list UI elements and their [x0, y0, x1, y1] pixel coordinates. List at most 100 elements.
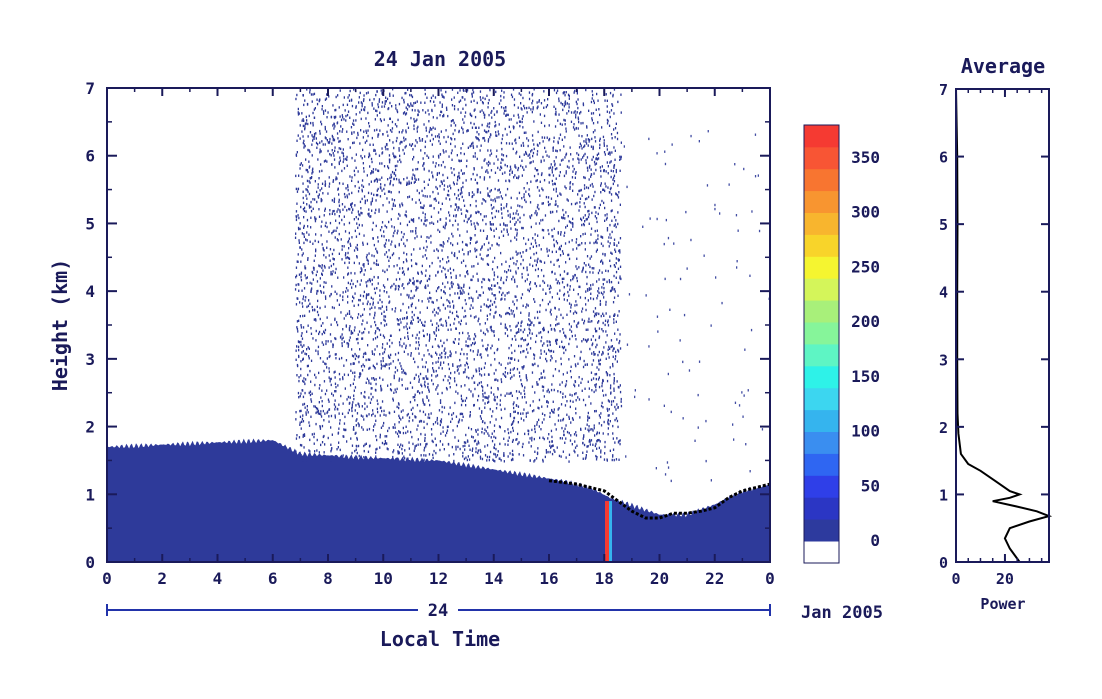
- scatter-cell: [355, 338, 358, 341]
- scatter-cell: [470, 296, 472, 299]
- scatter-cell: [374, 337, 377, 340]
- scatter-cell: [556, 242, 559, 245]
- scatter-cell: [609, 449, 611, 452]
- scatter-cell: [300, 360, 302, 363]
- scatter-cell: [383, 230, 385, 233]
- scatter-cell: [598, 336, 600, 340]
- scatter-cell: [575, 300, 577, 303]
- scatter-cell: [482, 258, 484, 261]
- scatter-cell: [312, 266, 315, 269]
- scatter-cell: [319, 384, 321, 387]
- scatter-cell: [318, 332, 320, 336]
- scatter-cell: [304, 274, 306, 277]
- scatter-cell: [570, 365, 572, 368]
- scatter-cell: [379, 376, 381, 380]
- scatter-cell: [474, 234, 476, 237]
- scatter-cell: [380, 89, 382, 92]
- scatter-cell: [305, 296, 307, 299]
- scatter-cell: [423, 204, 425, 207]
- scatter-cell: [391, 240, 393, 243]
- scatter-cell: [330, 443, 332, 446]
- scatter-cell: [572, 217, 574, 221]
- scatter-cell: [430, 234, 432, 238]
- scatter-cell: [367, 293, 369, 297]
- scatter-cell: [603, 142, 605, 145]
- scatter-cell: [399, 158, 401, 161]
- scatter-cell: [388, 107, 390, 110]
- scatter-cell: [548, 232, 550, 236]
- scatter-cell: [410, 408, 412, 411]
- scatter-cell: [573, 123, 575, 126]
- scatter-cell: [396, 264, 398, 267]
- scatter-cell: [349, 116, 351, 119]
- scatter-cell: [397, 229, 399, 233]
- scatter-cell: [598, 422, 600, 425]
- scatter-cell: [413, 117, 415, 121]
- scatter-cell: [460, 385, 462, 388]
- scatter-cell: [428, 277, 430, 281]
- scatter-cell: [352, 428, 355, 431]
- scatter-cell: [438, 357, 440, 360]
- scatter-cell: [515, 166, 517, 169]
- scatter-cell: [345, 187, 347, 190]
- scatter-cell: [410, 460, 412, 463]
- scatter-cell: [544, 214, 547, 217]
- scatter-cell: [444, 226, 446, 230]
- scatter-cell: [555, 91, 558, 95]
- scatter-cell: [442, 241, 444, 244]
- scatter-cell: [335, 178, 337, 181]
- scatter-cell: [402, 426, 404, 430]
- scatter-cell: [439, 423, 441, 427]
- scatter-cell: [553, 182, 556, 185]
- scatter-cell: [439, 153, 441, 156]
- scatter-cell: [354, 357, 357, 361]
- scatter-cell: [415, 336, 417, 340]
- scatter-cell: [458, 418, 461, 421]
- scatter-cell: [580, 381, 582, 384]
- scatter-cell: [477, 433, 479, 436]
- scatter-cell: [487, 149, 489, 152]
- scatter-cell: [376, 327, 378, 330]
- scatter-cell: [496, 348, 498, 352]
- scatter-cell: [477, 188, 479, 191]
- scatter-cell: [352, 282, 354, 286]
- scatter-cell: [424, 385, 426, 388]
- scatter-cell: [318, 330, 321, 334]
- scatter-cell: [303, 206, 306, 210]
- scatter-cell: [616, 131, 619, 135]
- scatter-cell: [344, 205, 346, 209]
- scatter-cell: [540, 376, 542, 379]
- scatter-cell: [474, 225, 476, 228]
- scatter-cell: [613, 176, 615, 180]
- scatter-cell: [370, 267, 372, 270]
- scatter-cell: [601, 382, 603, 385]
- scatter-cell: [377, 103, 379, 106]
- scatter-cell: [568, 109, 570, 113]
- scatter-cell: [578, 134, 580, 137]
- scatter-cell: [307, 122, 309, 126]
- scatter-cell: [305, 413, 307, 416]
- scatter-cell: [619, 203, 621, 206]
- scatter-cell: [517, 252, 519, 255]
- scatter-cell: [519, 220, 521, 224]
- scatter-cell: [477, 223, 479, 226]
- scatter-cell: [500, 298, 502, 301]
- scatter-cell: [604, 253, 606, 256]
- scatter-cell: [472, 88, 474, 92]
- scatter-cell: [301, 248, 303, 251]
- scatter-cell: [378, 100, 380, 103]
- scatter-cell: [361, 157, 363, 160]
- scatter-cell: [432, 222, 435, 225]
- scatter-cell: [347, 273, 349, 276]
- scatter-cell: [569, 393, 571, 396]
- scatter-cell: [611, 209, 613, 212]
- scatter-cell: [551, 440, 553, 443]
- scatter-cell: [529, 281, 532, 284]
- scatter-cell: [302, 196, 304, 200]
- scatter-cell: [348, 261, 350, 264]
- scatter-cell: [605, 341, 607, 344]
- scatter-cell: [521, 293, 524, 296]
- scatter-cell: [359, 271, 362, 274]
- scatter-cell: [556, 338, 558, 342]
- scatter-cell: [326, 246, 328, 249]
